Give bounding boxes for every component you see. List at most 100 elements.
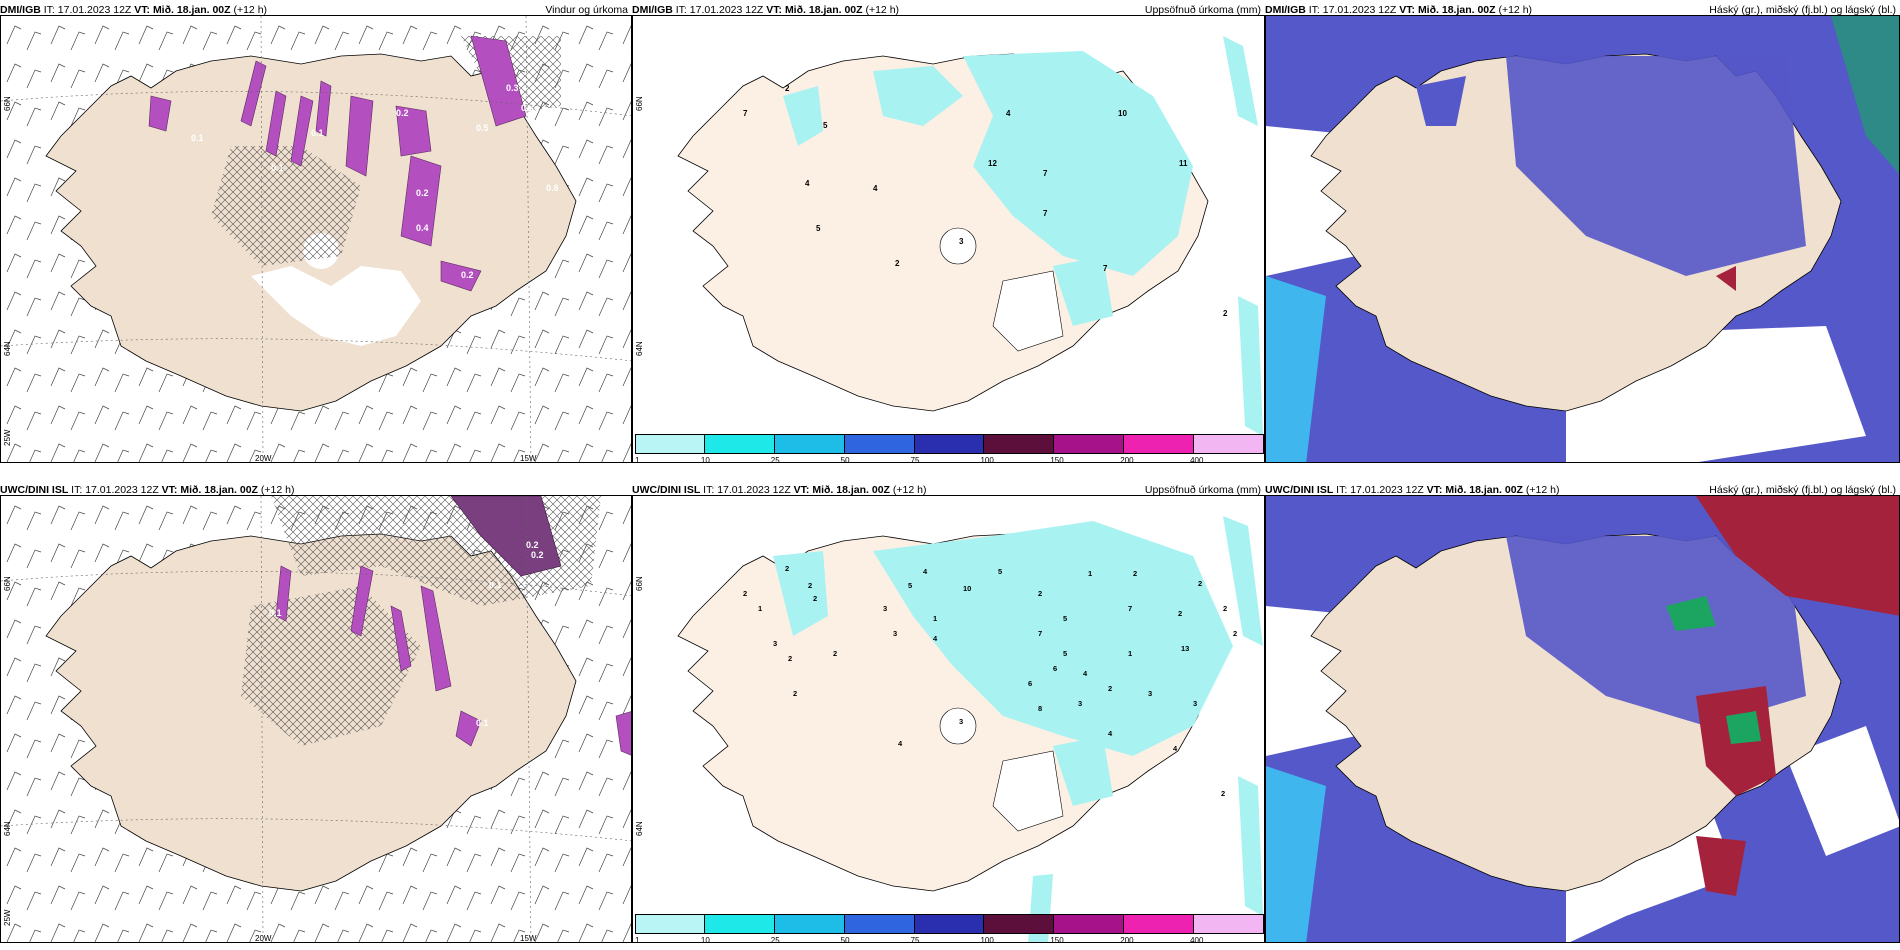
value-label: 0.2 [553, 613, 566, 623]
map-svg: 0.2 0.2 0.1 0.1 0.2 0.1 [1, 496, 631, 942]
value-label: 0.3 [506, 83, 519, 93]
hatch-area [211, 146, 361, 266]
value-label: 7 [1128, 604, 1132, 613]
value-label: 4 [923, 567, 928, 576]
value-label: 2 [895, 259, 900, 268]
panel-header: UWC/DINI ISL IT: 17.01.2023 12Z VT: Mið.… [632, 480, 926, 500]
panel-title: Uppsöfnuð úrkoma (mm) [1144, 484, 1261, 496]
map-svg [1266, 16, 1899, 462]
lat-label: 64N [635, 341, 644, 356]
value-label: 3 [1193, 699, 1197, 708]
colorbar-swatch [984, 915, 1055, 933]
value-label: 10 [1118, 109, 1127, 118]
value-label: 2 [813, 594, 817, 603]
value-label: 3 [959, 717, 963, 726]
lead-time: (+12 h) [1525, 484, 1560, 496]
vt-label: VT: [1399, 4, 1416, 16]
model-name: UWC/DINI ISL [632, 484, 701, 496]
lon-label: 15W [520, 454, 537, 463]
it-label: IT: [43, 4, 55, 16]
mid-cloud [1726, 711, 1761, 744]
value-label: 0.1 [271, 163, 284, 173]
value-label: 2 [743, 589, 747, 598]
model-name: DMI/IGB [0, 4, 41, 16]
lat-label: 64N [3, 341, 12, 356]
value-label: 0.8 [546, 183, 559, 193]
panel-header: UWC/DINI ISL IT: 17.01.2023 12Z VT: Mið.… [0, 480, 294, 500]
value-label: 11 [1179, 159, 1188, 168]
panel-title: Uppsöfnuð úrkoma (mm) [1144, 4, 1261, 16]
value-label: 7 [1103, 264, 1108, 273]
lead-time: (+12 h) [233, 4, 268, 16]
vt-label: VT: [1426, 484, 1443, 496]
it-label: IT: [1308, 4, 1320, 16]
colorbar-label: 25 [770, 456, 780, 463]
lat-label: 25W [3, 909, 12, 926]
panel-clouds-uwc: UWC/DINI ISL IT: 17.01.2023 12Z VT: Mið.… [1265, 480, 1900, 945]
map-svg: 2 2 1 2 2 3 2 2 3 1 5 10 4 5 2 3 4 [677, 516, 1263, 942]
lat-label: 66N [635, 96, 644, 111]
colorbar-label: 1 [635, 936, 640, 943]
colorbar-swatch [1054, 435, 1125, 453]
value-label: 0.2 [461, 270, 474, 280]
value-label: 7 [1038, 629, 1042, 638]
no-precip-area [992, 270, 1064, 352]
low-cloud [1266, 766, 1326, 942]
colorbar-label: 50 [840, 936, 850, 943]
value-label: 5 [1063, 614, 1067, 623]
colorbar-label: 400 [1190, 456, 1204, 463]
vt-value: Mið. 18.jan. 00Z [1417, 4, 1496, 16]
value-label: 5 [908, 581, 912, 590]
panel-wind-precip-uwc: UWC/DINI ISL IT: 17.01.2023 12Z VT: Mið.… [0, 480, 632, 945]
panel-header: DMI/IGB IT: 17.01.2023 12Z VT: Mið. 18.j… [0, 0, 267, 20]
colorbar-swatch [914, 915, 985, 933]
precip-areas [773, 516, 1263, 942]
value-label: 4 [898, 739, 903, 748]
model-name: DMI/IGB [632, 4, 673, 16]
graticule [1, 16, 631, 462]
it-value: 17.01.2023 12Z [85, 484, 159, 496]
lat-label: 64N [3, 821, 12, 836]
colorbar: 1 10 25 50 75 100 150 200 400 [635, 434, 1264, 462]
colorbar-label: 150 [1050, 456, 1064, 463]
graticule [1, 496, 631, 942]
value-label: 7 [1043, 169, 1048, 178]
no-precip-area [251, 266, 421, 346]
value-label: 5 [816, 224, 821, 233]
colorbar-label: 1 [635, 456, 640, 463]
value-label: 2 [788, 654, 792, 663]
lat-label: 66N [3, 96, 12, 111]
value-label: 4 [1173, 744, 1178, 753]
value-label: 0.3 [521, 103, 534, 113]
panel-title: Háský (gr.), miðský (fj.bl.) og lágský (… [1709, 484, 1896, 496]
colorbar-swatch [984, 435, 1055, 453]
low-cloud [1266, 276, 1326, 462]
heavy-cloud [1696, 836, 1746, 896]
it-label: IT: [1336, 484, 1348, 496]
it-value: 17.01.2023 12Z [1322, 4, 1397, 16]
heavy-precip [450, 496, 562, 577]
value-label: 2 [785, 564, 789, 573]
panel-clouds-dmi: DMI/IGB IT: 17.01.2023 12Z VT: Mið. 18.j… [1265, 0, 1900, 465]
it-value: 17.01.2023 12Z [689, 4, 764, 16]
value-label: 5 [1063, 649, 1067, 658]
precip-areas [783, 36, 1263, 436]
vt-label: VT: [766, 4, 783, 16]
it-label: IT: [703, 484, 715, 496]
panel-header: DMI/IGB IT: 17.01.2023 12Z VT: Mið. 18.j… [1265, 0, 1532, 20]
heavy-cloud [1696, 496, 1899, 616]
lon-label: 20W [255, 934, 272, 943]
vt-label: VT: [793, 484, 810, 496]
value-label: 2 [808, 581, 812, 590]
value-label: 2 [1038, 589, 1042, 598]
lead-time: (+12 h) [865, 4, 900, 16]
colorbar-label: 400 [1190, 936, 1204, 943]
value-label: 4 [1006, 109, 1011, 118]
lat-label: 66N [3, 576, 12, 591]
value-label: 0.1 [191, 133, 204, 143]
value-label: 4 [933, 634, 938, 643]
value-label: 2 [1178, 609, 1182, 618]
heavy-cloud [1716, 266, 1736, 291]
colorbar-label: 10 [700, 456, 710, 463]
vt-value: Mið. 18.jan. 00Z [1445, 484, 1523, 496]
